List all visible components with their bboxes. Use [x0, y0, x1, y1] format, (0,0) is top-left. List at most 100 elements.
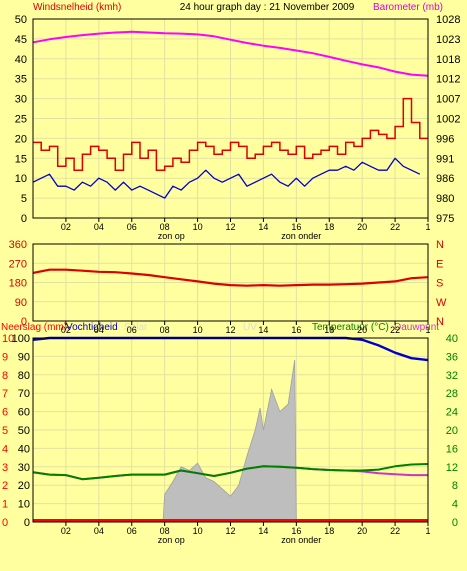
x-tick-label: 18: [324, 325, 334, 335]
temperature-y-tick-label: 32: [446, 370, 458, 382]
x-tick-label: 08: [160, 325, 170, 335]
wind-axis-label: Windsnelheid (kmh): [33, 2, 121, 13]
temperature-y-tick-label: 4: [452, 499, 458, 511]
baro-y-tick-label: 1002: [436, 114, 460, 126]
dewpoint-label: Dauwpunt: [394, 322, 439, 333]
temperature-y-tick-label: 12: [446, 462, 458, 474]
x-tick-label: 16: [291, 526, 301, 536]
frame-layer: [32, 18, 429, 526]
baro-y-tick-label: 975: [436, 213, 454, 225]
baro-y-tick-label: 991: [436, 153, 454, 165]
humidity-y-tick-label: 30: [18, 462, 30, 474]
direction-y-tick-label: 180: [9, 278, 27, 290]
temperature-y-tick-label: 0: [452, 517, 458, 529]
sunrise-marker: zon op: [158, 231, 185, 241]
x-tick-label: 20: [357, 222, 367, 232]
wind-y-tick-label: 20: [15, 133, 27, 145]
x-tick-label: 12: [225, 222, 235, 232]
x-tick-label: 1: [425, 526, 430, 536]
sunset-marker-lower: zon onder: [281, 535, 321, 545]
humidity-y-tick-label: 40: [18, 443, 30, 455]
humidity-y-tick-label: 10: [18, 499, 30, 511]
rain-y-tick-label: 2: [2, 480, 8, 492]
baro-y-tick-label: 1023: [436, 34, 460, 46]
x-tick-label: 14: [258, 526, 268, 536]
x-tick-label: 10: [193, 325, 203, 335]
wind-direction-line: [32, 268, 429, 287]
rain-y-tick-label: 4: [2, 443, 8, 455]
temperature-y-tick-label: 28: [446, 388, 458, 400]
rain-y-tick-label: 8: [2, 370, 8, 382]
direction-y-tick-label: 360: [9, 239, 27, 251]
x-tick-label: 1: [425, 325, 430, 335]
humidity-y-tick-label: 70: [18, 388, 30, 400]
x-tick-label: 20: [357, 325, 367, 335]
humidity-y-tick-label: 80: [18, 370, 30, 382]
solar-area: [162, 360, 297, 523]
baro-y-tick-label: 980: [436, 193, 454, 205]
x-tick-label: 04: [94, 526, 104, 536]
compass-label: W: [436, 297, 447, 309]
temperature-y-tick-label: 8: [452, 480, 458, 492]
x-tick-label: 16: [291, 222, 301, 232]
humidity-y-tick-label: 50: [18, 425, 30, 437]
baro-y-tick-label: 996: [436, 133, 454, 145]
temperature-label: Temperatuur (°C): [312, 322, 389, 333]
temperature-y-tick-label: 16: [446, 443, 458, 455]
humidity-y-tick-label: 0: [24, 517, 30, 529]
compass-label: N: [436, 239, 444, 251]
x-tick-label: 06: [127, 526, 137, 536]
baro-y-tick-label: 1012: [436, 74, 460, 86]
barometer-line: [32, 30, 429, 77]
sunset-marker: zon onder: [281, 231, 321, 241]
temperature-y-tick-label: 40: [446, 333, 458, 345]
sunrise-marker-lower: zon op: [158, 535, 185, 545]
x-tick-label: 02: [61, 222, 71, 232]
wind-y-tick-label: 45: [15, 34, 27, 46]
barometer-axis-label: Barometer (mb): [373, 2, 443, 13]
x-tick-label: 08: [160, 222, 170, 232]
temperature-y-tick-label: 36: [446, 351, 458, 363]
x-tick-label: 22: [390, 222, 400, 232]
x-tick-label: 02: [61, 526, 71, 536]
direction-y-tick-label: 90: [15, 297, 27, 309]
x-tick-label: 22: [390, 526, 400, 536]
wind-average-line: [32, 157, 421, 199]
chart-title: 24 hour graph day : 21 November 2009: [180, 2, 355, 13]
x-tick-label: 02: [61, 325, 71, 335]
wind-y-tick-label: 10: [15, 173, 27, 185]
x-tick-label: 18: [324, 526, 334, 536]
direction-y-tick-label: 270: [9, 258, 27, 270]
wind-y-tick-label: 35: [15, 74, 27, 86]
rain-label: Neerslag (mm): [1, 322, 67, 333]
temperature-y-tick-label: 24: [446, 407, 458, 419]
wind-y-tick-label: 30: [15, 94, 27, 106]
rain-y-tick-label: 9: [2, 351, 8, 363]
humidity-y-tick-label: 90: [18, 351, 30, 363]
baro-y-tick-label: 1007: [436, 94, 460, 106]
x-tick-label: 04: [94, 325, 104, 335]
x-tick-label: 14: [258, 222, 268, 232]
wind-y-tick-label: 0: [21, 213, 27, 225]
uv-label: UV: [243, 322, 257, 333]
wind-gust-line: [33, 97, 428, 171]
x-tick-label: 06: [127, 222, 137, 232]
x-tick-label: 10: [193, 526, 203, 536]
wind-y-tick-label: 25: [15, 114, 27, 126]
baro-y-tick-label: 1028: [436, 14, 460, 26]
x-tick-label: 04: [94, 222, 104, 232]
x-tick-label: 14: [258, 325, 268, 335]
compass-label: E: [436, 258, 443, 270]
x-tick-label: 12: [225, 325, 235, 335]
rain-y-tick-label: 3: [2, 462, 8, 474]
wind-y-tick-label: 40: [15, 54, 27, 66]
wind-y-tick-label: 5: [21, 193, 27, 205]
x-tick-label: 06: [127, 325, 137, 335]
wind-y-tick-label: 50: [15, 14, 27, 26]
compass-label: N: [436, 316, 444, 328]
humidity-y-tick-label: 100: [12, 333, 30, 345]
temperature-y-tick-label: 20: [446, 425, 458, 437]
humidity-y-tick-label: 20: [18, 480, 30, 492]
